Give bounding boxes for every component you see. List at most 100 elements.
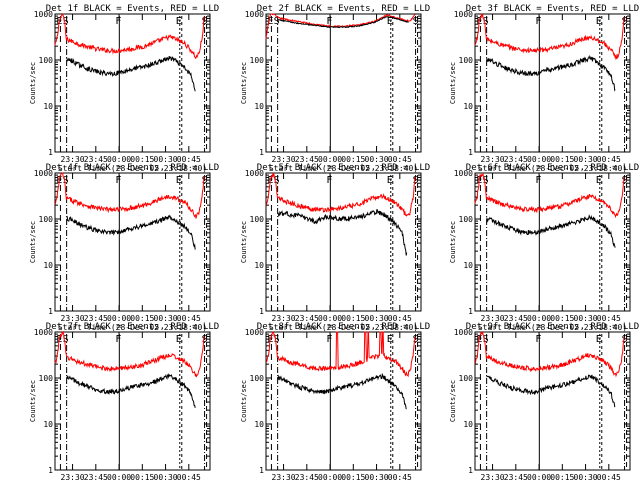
marker-label-s: S <box>202 175 208 186</box>
panel-det-6f: Det 6f BLACK = Events, RED = LLD 1 10 100 10… <box>449 163 639 332</box>
y-tick-label: 10 <box>43 261 53 270</box>
y-axis-label: Counts/sec <box>240 221 248 263</box>
series-events-line <box>277 208 408 256</box>
x-tick-label: 23:30 <box>481 314 505 323</box>
x-axis-label: Start Time (28-Dec-02 23:18:40) <box>478 164 627 173</box>
x-tick-label: 00:30 <box>365 473 389 480</box>
y-tick-label: 100 <box>459 56 474 65</box>
x-tick-label: 00:15 <box>550 155 574 164</box>
panel-title: Det 4f BLACK = Events, RED = LLD <box>46 163 219 173</box>
x-tick-label: 00:45 <box>177 314 201 323</box>
marker-label-e: E <box>596 16 602 27</box>
x-tick-label: 23:45 <box>84 314 108 323</box>
series-lld-line <box>265 172 416 217</box>
marker-label-s: S <box>63 334 69 345</box>
panel-title: Det 8f BLACK = Events, RED = LLD <box>257 322 430 332</box>
y-tick-label: 1000 <box>34 328 53 337</box>
x-tick-label: 00:15 <box>130 314 154 323</box>
panel-det-4f: Det 4f BLACK = Events, RED = LLD 1 10 100 10… <box>29 163 219 332</box>
x-tick-label: 23:45 <box>504 314 528 323</box>
y-axis-label: Counts/sec <box>449 62 457 104</box>
plot-frame <box>54 13 211 153</box>
series-events-line <box>277 372 407 410</box>
y-tick-label: 1000 <box>245 10 264 19</box>
series-lld-line <box>54 12 205 59</box>
marker-label-s: S <box>483 334 489 345</box>
x-tick-label: 23:30 <box>272 473 296 480</box>
y-tick-label: 10 <box>463 420 473 429</box>
x-axis-label: Start Time (28-Dec-02 23:18:40) <box>269 323 418 332</box>
x-tick-label: 23:45 <box>295 314 319 323</box>
y-tick-label: 1 <box>468 466 473 475</box>
x-tick-label: 00:45 <box>388 473 412 480</box>
y-tick-label: 1000 <box>245 169 264 178</box>
x-tick-label: 23:45 <box>84 473 108 480</box>
series-events-line <box>486 54 616 92</box>
marker-label-s: S <box>622 175 628 186</box>
x-axis-label: Start Time (28-Dec-02 23:18:40) <box>269 164 418 173</box>
panel-det-3f: Det 3f BLACK = Events, RED = LLD 1 10 100 10… <box>449 4 639 173</box>
x-tick-label: 00:15 <box>341 155 365 164</box>
marker-label-e: E <box>596 175 602 186</box>
x-tick-label: 00:45 <box>388 155 412 164</box>
x-tick-label: 00:00 <box>318 155 342 164</box>
x-tick-label: 00:00 <box>527 155 551 164</box>
x-tick-label: 23:45 <box>504 155 528 164</box>
series-lld-line <box>54 330 205 378</box>
y-axis-label: Counts/sec <box>29 221 37 263</box>
series-events-line <box>66 214 196 250</box>
x-tick-label: 00:00 <box>318 314 342 323</box>
marker-label-e: E <box>267 16 273 27</box>
panel-det-9f: Det 9f BLACK = Events, RED = LLD 1 10 100 10… <box>449 322 639 480</box>
series-events-line <box>277 16 409 29</box>
series-events-line <box>486 374 616 408</box>
x-tick-label: 00:00 <box>107 155 131 164</box>
marker-label-s: S <box>202 16 208 27</box>
x-tick-label: 23:45 <box>295 155 319 164</box>
x-tick-label: 00:00 <box>107 314 131 323</box>
marker-label-s: S <box>483 175 489 186</box>
y-axis-label: Counts/sec <box>240 62 248 104</box>
x-tick-label: 00:30 <box>154 314 178 323</box>
x-axis-label: Start Time (28-Dec-02 23:18:40) <box>58 164 207 173</box>
series-lld-line <box>474 172 625 219</box>
x-tick-label: 00:30 <box>574 155 598 164</box>
x-axis-label: Start Time (28-Dec-02 23:18:40) <box>478 323 627 332</box>
x-tick-label: 23:45 <box>295 473 319 480</box>
x-tick-label: 00:15 <box>130 473 154 480</box>
x-tick-label: 00:15 <box>341 473 365 480</box>
x-tick-label: 23:30 <box>61 314 85 323</box>
x-tick-label: 23:30 <box>272 314 296 323</box>
x-tick-label: 00:45 <box>388 314 412 323</box>
y-tick-label: 1 <box>468 307 473 316</box>
marker-label-s: S <box>413 334 419 345</box>
marker-label-s: S <box>63 16 69 27</box>
marker-label-s: S <box>413 16 419 27</box>
x-tick-label: 00:30 <box>365 155 389 164</box>
panel-det-5f: Det 5f BLACK = Events, RED = LLD 1 10 100 10… <box>240 163 430 332</box>
y-tick-label: 100 <box>39 374 54 383</box>
x-tick-label: 23:30 <box>61 155 85 164</box>
y-tick-label: 1 <box>259 307 264 316</box>
marker-label-e: E <box>176 16 182 27</box>
x-tick-label: 00:30 <box>574 314 598 323</box>
marker-label-s: S <box>274 16 280 27</box>
series-events-line <box>486 214 616 248</box>
y-tick-label: 1 <box>48 307 53 316</box>
y-tick-label: 1 <box>48 148 53 157</box>
marker-label-s: S <box>274 175 280 186</box>
x-tick-label: 00:15 <box>550 314 574 323</box>
marker-label-f: F <box>535 334 541 345</box>
plot-frame <box>265 331 422 471</box>
x-tick-label: 00:30 <box>574 473 598 480</box>
x-tick-label: 00:15 <box>341 314 365 323</box>
panel-det-7f: Det 7f BLACK = Events, RED = LLD 1 10 100 10… <box>29 322 219 480</box>
panel-title: Det 5f BLACK = Events, RED = LLD <box>257 163 430 173</box>
x-tick-label: 00:30 <box>154 155 178 164</box>
x-tick-label: 00:30 <box>365 314 389 323</box>
y-tick-label: 1000 <box>454 328 473 337</box>
x-tick-label: 00:45 <box>177 473 201 480</box>
marker-label-s: S <box>202 334 208 345</box>
plot-frame <box>54 172 211 312</box>
